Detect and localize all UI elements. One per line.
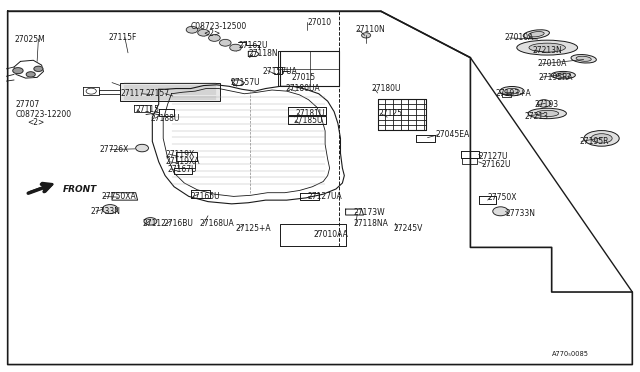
Text: 27157U: 27157U [230,78,260,87]
Ellipse shape [584,131,619,146]
Text: 27010A: 27010A [504,33,534,42]
Ellipse shape [529,43,566,52]
Text: 27117: 27117 [120,89,145,98]
Text: 27195RA: 27195RA [539,73,573,82]
Text: 27045EA: 27045EA [435,130,470,139]
Text: 27162U: 27162U [238,41,268,50]
Circle shape [34,66,43,71]
Ellipse shape [500,86,524,96]
Circle shape [362,33,371,38]
Text: 27115: 27115 [136,105,160,114]
Text: 27733N: 27733N [91,207,121,216]
Text: 27195R: 27195R [579,137,609,146]
Ellipse shape [517,40,578,55]
Ellipse shape [591,134,612,143]
Text: 27112: 27112 [142,219,166,228]
Circle shape [102,205,118,214]
Text: 2716BU: 2716BU [164,219,194,228]
Text: 27726X: 27726X [99,145,129,154]
Text: 27180UA: 27180UA [285,84,320,93]
Text: C08723-12200: C08723-12200 [16,110,72,119]
Text: 27162U: 27162U [481,160,511,169]
Circle shape [198,29,209,36]
Bar [120,83,220,101]
Ellipse shape [536,110,559,116]
Text: 27167U: 27167U [168,165,197,174]
Text: 27125+A: 27125+A [236,224,271,233]
Ellipse shape [505,88,519,94]
Text: 27185U: 27185U [293,116,323,125]
Text: A770₅0085: A770₅0085 [552,351,589,357]
Text: 27157: 27157 [146,89,170,98]
Ellipse shape [529,32,544,37]
Text: 27115F: 27115F [109,33,137,42]
Text: 27245V: 27245V [394,224,423,233]
Text: 27165U: 27165U [191,192,220,201]
Text: 27157UA: 27157UA [262,67,297,76]
Text: 27110N: 27110N [356,25,385,34]
Text: 27119XA: 27119XA [165,157,200,166]
Text: 27193: 27193 [534,100,559,109]
Text: 27173W: 27173W [353,208,385,217]
Ellipse shape [528,108,566,119]
Text: 27118N: 27118N [248,49,278,58]
Circle shape [144,218,157,225]
Text: 27010AA: 27010AA [314,230,348,239]
Circle shape [26,72,35,77]
Text: FRONT: FRONT [63,185,97,194]
Text: C08723-12500: C08723-12500 [191,22,247,31]
Text: 27707: 27707 [16,100,40,109]
Ellipse shape [571,55,596,63]
Text: 27127U: 27127U [479,152,508,161]
Text: 27750XA: 27750XA [101,192,136,201]
Text: <2>: <2> [204,29,221,38]
Circle shape [186,26,198,33]
Text: 27750X: 27750X [488,193,517,202]
Ellipse shape [524,30,549,39]
Ellipse shape [576,56,591,61]
Text: 27127UA: 27127UA [307,192,342,201]
Text: 27193+A: 27193+A [496,89,532,98]
Text: 27010: 27010 [307,18,332,27]
Ellipse shape [551,71,575,79]
Text: 27213N: 27213N [532,46,562,55]
Text: 27181U: 27181U [296,109,325,118]
Circle shape [538,100,550,107]
Circle shape [13,68,23,74]
Text: 27213: 27213 [525,112,548,121]
Text: 27015: 27015 [291,73,316,82]
Text: 27733N: 27733N [506,209,536,218]
Text: 27125: 27125 [379,109,403,118]
Text: 27188U: 27188U [150,114,180,123]
Circle shape [209,35,220,41]
Circle shape [136,144,148,152]
Text: <2>: <2> [27,118,44,126]
Ellipse shape [556,73,570,77]
Circle shape [493,207,508,216]
Text: 27118NA: 27118NA [353,219,388,228]
Text: 27010A: 27010A [538,60,567,68]
Text: 27180U: 27180U [371,84,401,93]
Text: 27168UA: 27168UA [200,219,234,228]
Circle shape [220,39,231,46]
Circle shape [230,44,241,51]
Text: 27025M: 27025M [14,35,45,44]
Text: 27119X: 27119X [165,150,195,159]
